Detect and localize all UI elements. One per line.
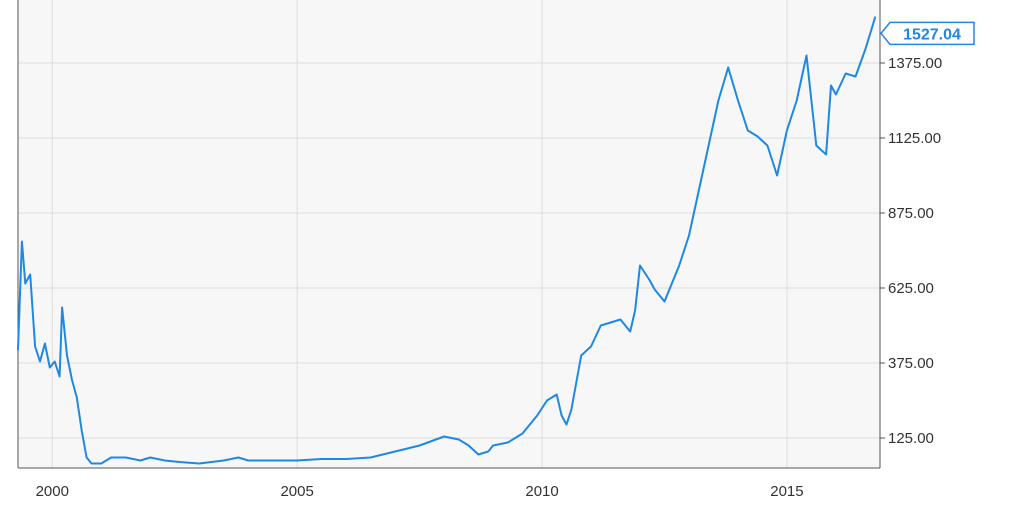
x-tick-label-2015: 2015	[770, 483, 803, 500]
y-tick-label-1125.00: 1125.00	[888, 130, 941, 147]
last-value-label: 1527.04	[903, 26, 961, 43]
series-layer	[17, 16, 877, 465]
last-value-label-box	[880, 21, 975, 46]
series-line	[17, 16, 877, 465]
y-tick-label-1375.00: 1375.00	[888, 55, 942, 72]
x-tick-label-2000: 2000	[36, 483, 69, 500]
last-value-label-group: 1527.04	[880, 21, 975, 46]
y-tick-label-875.00: 875.00	[888, 205, 934, 222]
plot-area	[18, 0, 880, 468]
y-tick-label-625.00: 625.00	[888, 280, 934, 297]
x-tick-label-2010: 2010	[525, 483, 558, 500]
axes: 2000 2005 2010 2015 125.00 375.00 625.00 875.00…	[17, 0, 942, 500]
y-tick-label-125.00: 125.00	[888, 430, 934, 447]
x-tick-label-2005: 2005	[280, 483, 313, 500]
y-tick-label-375.00: 375.00	[888, 355, 934, 372]
